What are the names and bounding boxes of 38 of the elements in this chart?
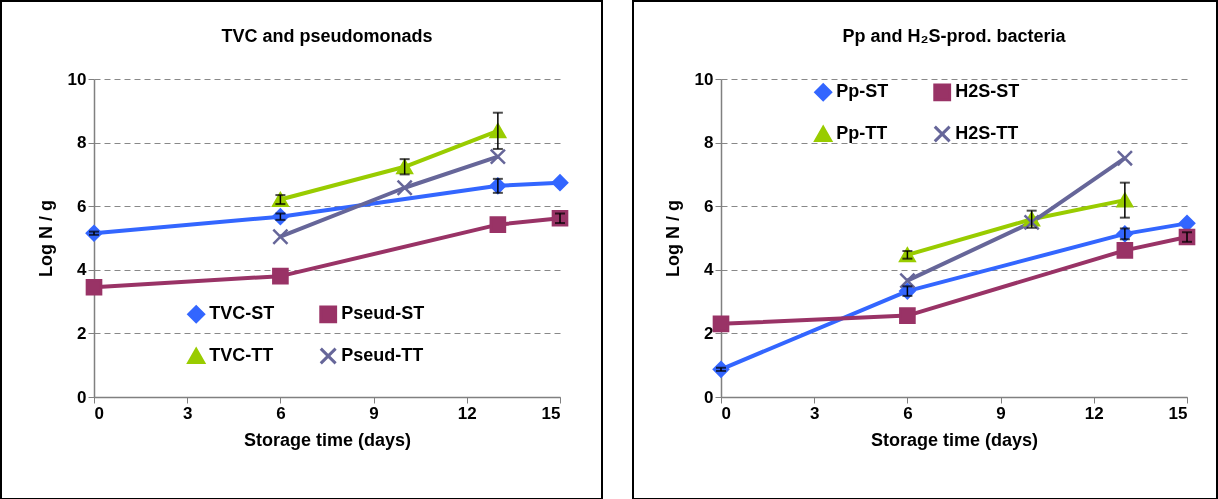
legend-label: Pseud-ST xyxy=(341,303,425,324)
y-tick-label: 10 xyxy=(67,69,87,89)
y-tick-label: 10 xyxy=(694,69,714,89)
chart-title: Pp and H₂S-prod. bacteria xyxy=(842,26,1067,46)
legend-label: TVC-ST xyxy=(209,303,275,324)
y-tick-label: 6 xyxy=(77,196,87,216)
x-tick-label: 0 xyxy=(94,403,104,423)
legend-label: Pp-TT xyxy=(836,123,888,143)
legend-label: Pp-ST xyxy=(836,81,889,102)
y-tick-label: 8 xyxy=(704,133,714,153)
y-tick-label: 0 xyxy=(77,387,87,407)
x-tick-label: 6 xyxy=(276,403,286,423)
y-tick-label: 2 xyxy=(77,323,87,343)
x-tick-label: 9 xyxy=(996,403,1006,423)
chart-title: TVC and pseudomonads xyxy=(221,26,433,46)
x-axis-title: Storage time (days) xyxy=(870,429,1039,450)
y-tick-label: 0 xyxy=(704,387,714,407)
y-tick-label: 2 xyxy=(704,323,714,343)
legend-label: Pseud-TT xyxy=(341,345,424,365)
x-tick-label: 0 xyxy=(721,403,731,423)
x-tick-label: 15 xyxy=(541,403,561,423)
legend-label: H2S-ST xyxy=(955,81,1020,102)
y-tick-label: 6 xyxy=(704,196,714,216)
y-tick-label: 8 xyxy=(77,133,87,153)
y-tick-label: 4 xyxy=(704,260,715,280)
y-axis-title: Log N / g xyxy=(662,200,683,277)
x-tick-label: 9 xyxy=(369,403,379,423)
x-tick-label: 12 xyxy=(457,403,477,423)
y-tick-label: 4 xyxy=(77,260,88,280)
x-tick-label: 12 xyxy=(1084,403,1104,423)
x-tick-label: 3 xyxy=(809,403,820,423)
x-tick-label: 6 xyxy=(903,403,913,423)
x-axis-title: Storage time (days) xyxy=(243,429,412,450)
legend-label: H2S-TT xyxy=(955,123,1019,143)
y-axis-title: Log N / g xyxy=(35,200,56,277)
x-tick-label: 15 xyxy=(1168,403,1188,423)
legend-label: TVC-TT xyxy=(209,345,274,365)
x-tick-label: 3 xyxy=(182,403,193,423)
